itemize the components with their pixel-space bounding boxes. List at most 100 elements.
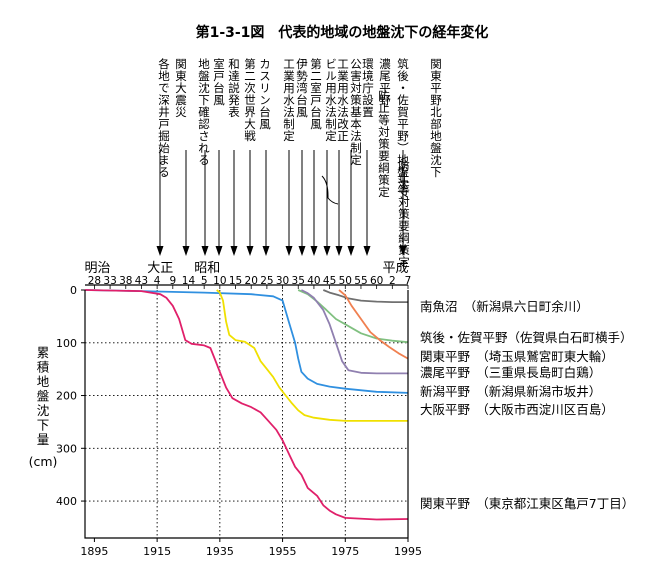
event-annotation: 和達説発表 xyxy=(227,58,241,118)
event-annotation: カスリン台風 xyxy=(258,58,272,130)
series-line xyxy=(84,289,409,394)
event-label: 公害対策基本法制定 xyxy=(349,58,363,166)
legend: 南魚沼 （新潟県六日町余川） 筑後・佐賀平野（佐賀県白石町横手） 関東平野 （埼玉県… xyxy=(420,299,634,511)
axes: 1895 1915 1935 1955 1975 1995 0 100 200 300 400 累積地… xyxy=(29,284,422,558)
event-arrow-head xyxy=(215,246,223,256)
event-annotation: 各地で深井戸掘始まる xyxy=(157,57,171,178)
y-tick-label: 0 xyxy=(70,284,77,297)
era-year-label: 43 xyxy=(135,275,148,287)
event-annotation: 工業用水法制定 xyxy=(282,58,296,142)
series-line xyxy=(297,289,409,344)
era-year-label: 4 xyxy=(154,275,161,287)
event-label: 工業用水法制定 xyxy=(282,58,296,142)
era-year-label: 33 xyxy=(103,275,116,287)
era-year-label: 14 xyxy=(182,275,196,287)
y-axis-unit: (cm) xyxy=(29,454,58,469)
x-tick-label: 1915 xyxy=(143,545,171,558)
event-label: 各地で深井戸掘始まる xyxy=(157,57,171,178)
y-tick-label: 200 xyxy=(56,390,77,403)
era-year-label: 40 xyxy=(307,275,320,287)
event-annotation: 公害対策基本法制定 xyxy=(349,58,363,166)
event-label: 第二室戸台風 xyxy=(309,57,323,130)
era-year-label: 45 xyxy=(323,275,336,287)
event-label: 伊勢湾台風 xyxy=(295,58,309,118)
y-axis-label-char: 沈 xyxy=(37,403,50,418)
event-arrow-head xyxy=(156,246,164,256)
series-line xyxy=(338,289,409,360)
event-arrow-head xyxy=(298,246,306,256)
era-year-label: 55 xyxy=(354,275,367,287)
event-annotation: 室戸台風 xyxy=(212,57,226,106)
y-axis-label-char: 地 xyxy=(37,374,50,389)
event-annotation: 筑後・佐賀平野）地盤沈下 xyxy=(396,57,410,202)
y-tick-label: 100 xyxy=(56,337,77,350)
event-annotation: 関東平野北部地盤沈下 xyxy=(429,58,443,178)
chart-title: 第1-3-1図 代表的地域の地盤沈下の経年変化 xyxy=(196,24,489,41)
event-label: カスリン台風 xyxy=(258,58,272,130)
event-label: 防止等対策要綱策定 xyxy=(377,89,391,198)
axes-frame xyxy=(84,290,409,539)
era-year-label: 5 xyxy=(201,275,208,287)
era-year-label: 25 xyxy=(260,275,273,287)
x-tick-label: 1955 xyxy=(269,545,297,558)
event-arrow-head xyxy=(323,246,331,256)
event-arrow-head xyxy=(347,246,355,256)
y-axis-label-char: 盤 xyxy=(37,389,50,404)
era-year-label: 20 xyxy=(245,275,258,287)
event-label: 和達説発表 xyxy=(227,58,241,118)
y-axis-label-char: 量 xyxy=(37,432,50,447)
era-label: 明治 xyxy=(85,261,111,276)
x-tick-label: 1935 xyxy=(206,545,234,558)
event-annotation: 工業用水法改正 xyxy=(336,58,350,142)
series-line xyxy=(84,289,409,521)
legend-label: 濃尾平野 （三重県長島町白鶏） xyxy=(420,365,601,380)
event-label: 地盤沈下確認される xyxy=(197,58,211,166)
event-arrow-head xyxy=(335,246,343,256)
event-annotation: 防止等対策要綱策定 xyxy=(377,89,391,198)
event-arrow-head xyxy=(310,246,318,256)
era-year-label: 2 xyxy=(389,275,396,287)
legend-label: 関東平野 （埼玉県鷲宮町東大輪） xyxy=(420,349,614,364)
legend-label: 南魚沼 （新潟県六日町余川） xyxy=(420,299,589,314)
legend-label: 関東平野 （東京都江東区亀戸7丁目） xyxy=(420,496,634,511)
event-annotation: 濃尾平野 xyxy=(378,57,392,106)
event-label: ビル用水法制定 xyxy=(324,58,338,142)
era-year-label: 7 xyxy=(405,275,412,287)
event-label: 関東大震災 xyxy=(174,58,188,118)
event-label: 第二次世界大戦 xyxy=(243,57,257,142)
plot-area xyxy=(85,290,408,538)
event-annotation: 環境庁設置 xyxy=(361,58,375,118)
event-label: 筑後・佐賀平野）地盤沈下 xyxy=(396,57,410,202)
era-year-label: 50 xyxy=(339,275,352,287)
y-tick-label: 400 xyxy=(56,495,77,508)
event-arrow-head xyxy=(262,246,270,256)
event-arrow-head xyxy=(201,246,209,256)
event-annotation: 第二室戸台風 xyxy=(309,57,323,130)
era-year-label: 10 xyxy=(213,275,226,287)
event-label: 環境庁設置 xyxy=(361,58,375,118)
era-axis: 明治 大正 昭和 平成 28 33 38 43 4 9 14 5 10 15 20 25 30 35 40 45 50 5… xyxy=(85,261,412,289)
event-annotation: 地盤沈下確認される xyxy=(197,58,211,166)
event-annotation: 伊勢湾台風 xyxy=(295,58,309,118)
events-annotations: 各地で深井戸掘始まる 関東大震災 地盤沈下確認される 室戸台風 和達説発表 第二次世界大戦… xyxy=(156,57,443,268)
era-year-label: 38 xyxy=(119,275,132,287)
era-year-label: 60 xyxy=(370,275,383,287)
series-line xyxy=(300,289,408,375)
event-label: 防止等対策要綱策定 xyxy=(397,159,411,268)
event-arrow-head xyxy=(246,246,254,256)
event-arrow-head xyxy=(363,246,371,256)
event-label: 工業用水法改正 xyxy=(336,58,350,142)
event-annotation: 防止等対策要綱策定 xyxy=(397,159,411,268)
legend-label: 筑後・佐賀平野（佐賀県白石町横手） xyxy=(420,330,633,345)
y-axis-label-char: 積 xyxy=(37,360,50,375)
series-line xyxy=(216,289,408,422)
legend-label: 新潟平野 （新潟県新潟市坂井） xyxy=(420,384,601,399)
era-year-label: 35 xyxy=(292,275,305,287)
event-label: 関東平野北部地盤沈下 xyxy=(429,58,443,178)
event-bracket xyxy=(321,175,339,205)
era-year-label: 28 xyxy=(88,275,101,287)
era-label: 平成 xyxy=(382,261,408,276)
legend-label: 大阪平野 （大阪市西淀川区百島） xyxy=(420,402,614,417)
era-label: 昭和 xyxy=(194,261,220,276)
y-axis-label-char: 累 xyxy=(37,345,50,360)
